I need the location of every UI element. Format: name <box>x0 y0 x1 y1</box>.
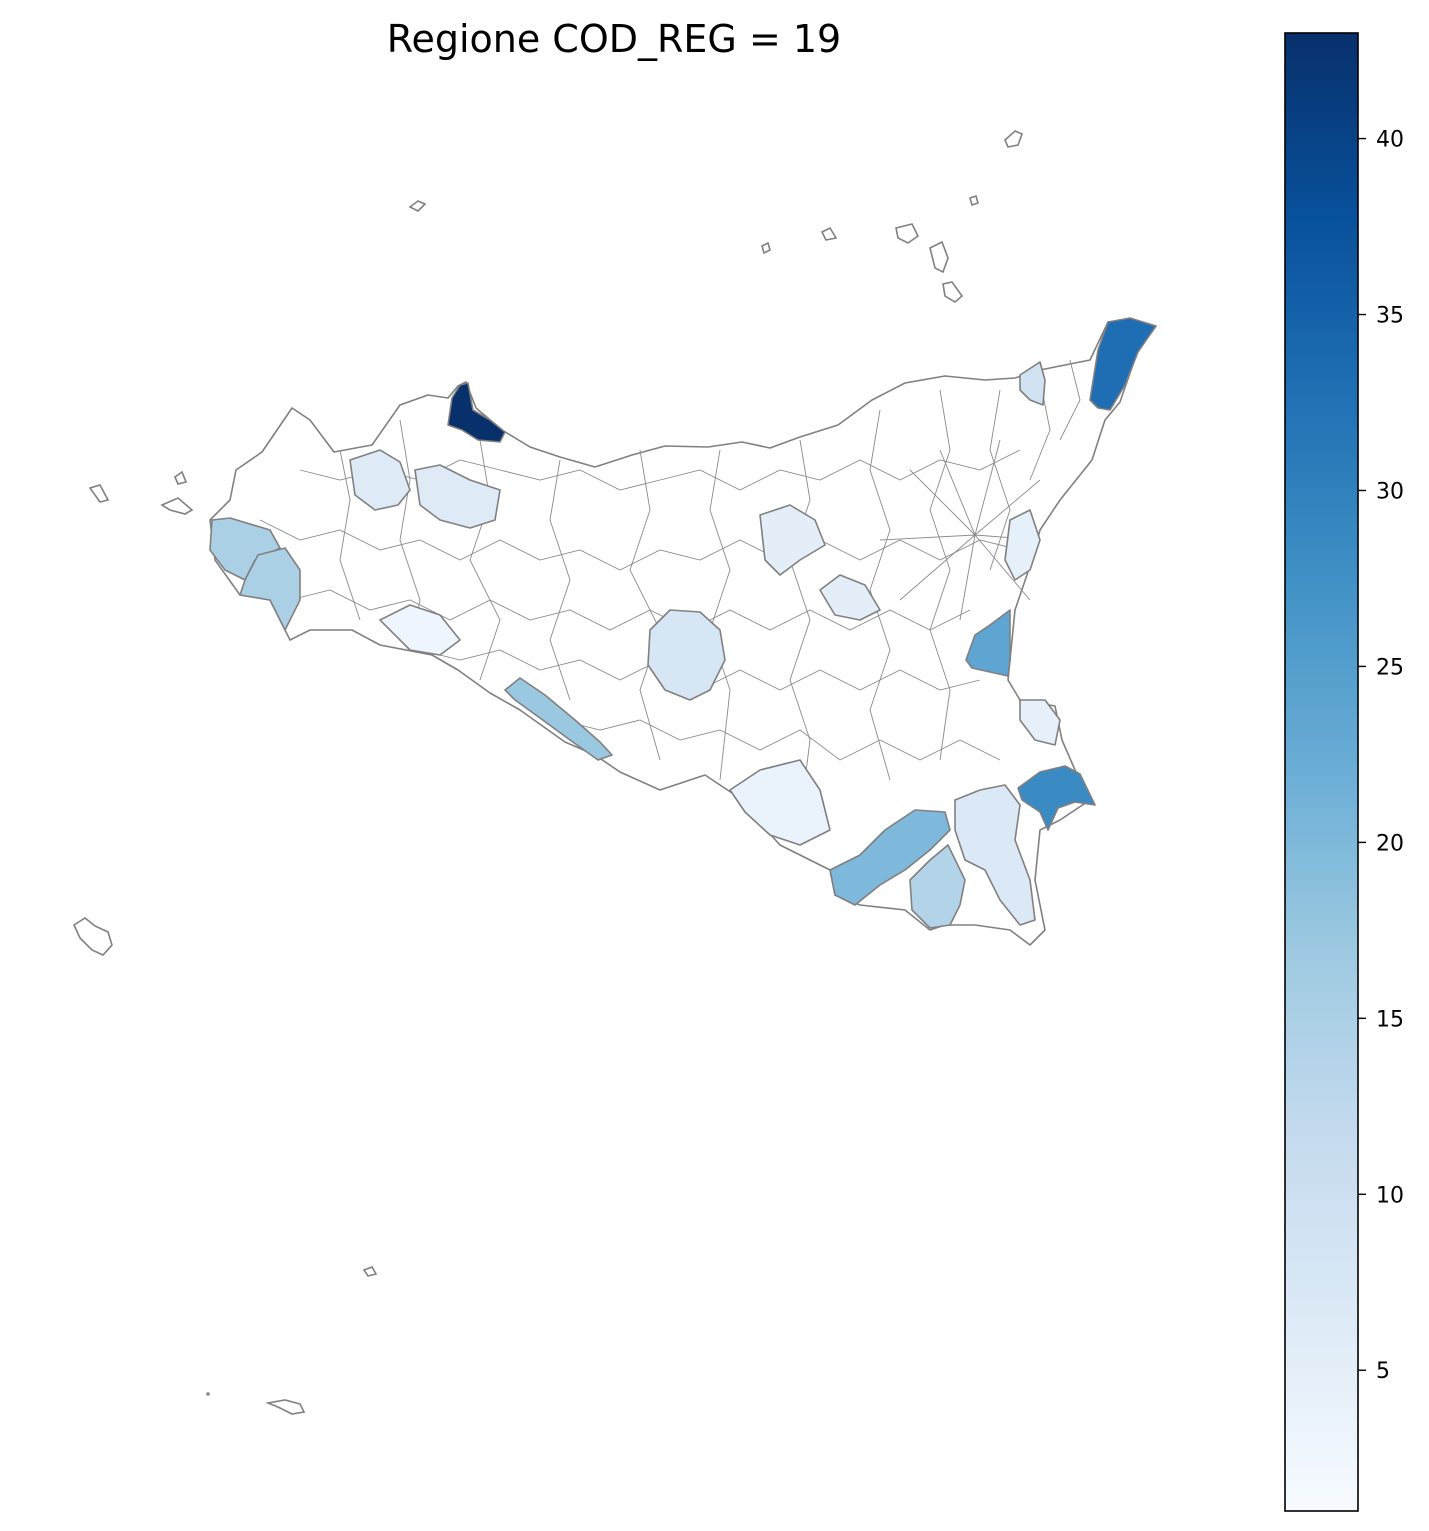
area-east-coast-mid <box>965 609 1011 677</box>
area-southeast-small <box>819 574 881 621</box>
island-lampedusa <box>265 1399 306 1415</box>
colorbar-tick-label: 15 <box>1376 1007 1404 1032</box>
island-linosa <box>362 1266 378 1277</box>
colorbar-tick-label: 25 <box>1376 655 1404 680</box>
colorbar-tick-label: 5 <box>1376 1359 1390 1384</box>
area-center <box>647 609 726 701</box>
island-ustica <box>408 200 427 212</box>
area-south-coast-strip <box>909 844 966 929</box>
island-pantelleria <box>72 917 113 956</box>
colorbar-tick-label: 20 <box>1376 831 1404 856</box>
island-filicudi <box>820 226 838 241</box>
area-south-coast-plain <box>829 809 951 906</box>
area-south-east-b <box>729 759 831 846</box>
map-title: Regione COD_REG = 19 <box>387 17 841 61</box>
area-east-central <box>759 504 826 576</box>
colorbar-tick-label: 30 <box>1376 479 1404 504</box>
island-favignana <box>160 497 194 515</box>
island-stromboli <box>1004 130 1024 148</box>
islands <box>72 130 1024 1415</box>
island-levanzo <box>174 470 188 485</box>
area-northeast-tip <box>1089 317 1157 411</box>
island-lampione <box>206 1392 210 1396</box>
island-panarea <box>969 194 979 207</box>
colorbar-gradient <box>1284 32 1359 1512</box>
area-east-coast-north <box>1004 509 1041 581</box>
area-west-coast-b <box>239 547 301 631</box>
colorbar-ticks: 5 10 15 20 25 30 35 40 <box>1358 128 1404 1384</box>
area-northeast <box>1019 361 1046 406</box>
area-north-coast-dark <box>447 382 506 443</box>
area-southeast-port <box>1017 765 1096 831</box>
area-south-west-coast <box>379 604 461 656</box>
island-salina <box>895 223 920 244</box>
island-marettimo <box>88 484 110 503</box>
colorbar-tick-label: 40 <box>1376 128 1404 153</box>
area-southeast-inland <box>954 784 1036 926</box>
colorbar: 5 10 15 20 25 30 35 40 <box>1284 32 1404 1512</box>
area-north-west <box>349 449 411 511</box>
island-lipari <box>929 240 949 274</box>
colorbar-tick-label: 10 <box>1376 1183 1404 1208</box>
colorbar-tick-label: 35 <box>1376 304 1404 329</box>
area-south-coast-west <box>504 677 613 761</box>
area-north-center <box>414 464 501 529</box>
island-vulcano <box>942 281 964 303</box>
municipal-boundaries <box>259 359 1081 821</box>
sicily-map <box>72 130 1157 1415</box>
area-southeast-coast <box>1019 699 1061 746</box>
island-alicudi <box>761 241 771 255</box>
